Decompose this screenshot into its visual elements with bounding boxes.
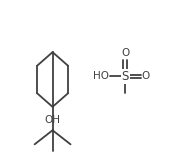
Text: S: S — [122, 70, 129, 83]
Text: O: O — [142, 71, 150, 81]
Text: O: O — [121, 48, 129, 58]
Text: HO: HO — [93, 71, 109, 81]
Text: OH: OH — [45, 115, 61, 125]
